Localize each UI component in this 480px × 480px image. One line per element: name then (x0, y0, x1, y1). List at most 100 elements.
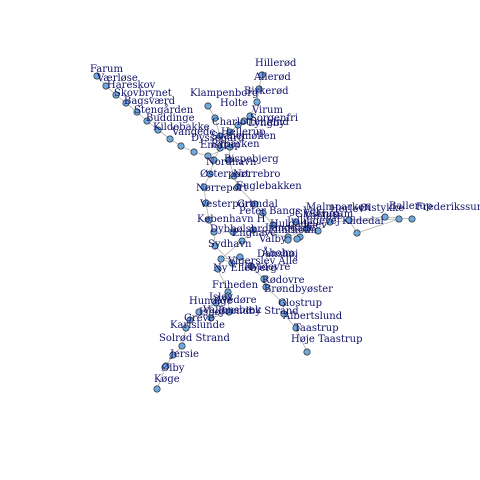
edge-hundige-greve (189, 302, 217, 321)
node-label-charlottenlund: Charlottenlund (212, 117, 290, 128)
node-kildebakke (166, 135, 174, 143)
node-charlottenlund (211, 114, 219, 122)
node-label-danshoej: Danshøj (257, 249, 298, 260)
node-label-friheden: Friheden (212, 280, 259, 291)
node-kildedal (345, 216, 353, 224)
node-label-vangede: Vangede (171, 127, 215, 138)
node-label-sorgenfri: Sorgenfri (250, 113, 298, 124)
node-oesterport (206, 170, 214, 178)
node-skovbrynet (122, 99, 130, 107)
node-valby (249, 226, 257, 234)
edge-herlev-ballerup (329, 218, 400, 223)
node-koege (153, 385, 161, 393)
node-label-hundige: Hundige (189, 296, 233, 307)
node-jyllingevej (293, 235, 301, 243)
node-label-dybboelsbro: Dybbølsbro (210, 224, 268, 235)
node-sorgenfri (234, 121, 242, 129)
node-ishoj (195, 308, 203, 316)
node-label-ballerup: Ballerup (389, 201, 432, 212)
node-jersie (169, 351, 177, 359)
node-label-groendal: Grøndal (237, 199, 278, 210)
node-enghave (229, 228, 237, 236)
node-label-virum: Virum (251, 105, 283, 116)
node-label-oelstykke: Ølstykke (360, 203, 404, 214)
node-label-herlev: Herlev (330, 204, 365, 215)
node-label-flintholm: Flintholm (268, 225, 317, 236)
node-label-nordhavn: Nordhavn (206, 157, 257, 168)
node-albertslund (280, 310, 288, 318)
node-hoeje-taastrup (303, 348, 311, 356)
node-label-ishoj: Ishøj (199, 307, 224, 318)
graph-labels: FarumVærløseHareskovSkovbrynetBagsværdSt… (90, 58, 480, 385)
edge-kildedal-oelstykke (348, 216, 386, 221)
edge-fuglebakken-groendal (237, 186, 256, 205)
node-vaerloese (102, 82, 110, 90)
node-label-karlslunde: Karlslunde (170, 320, 225, 331)
node-label-fuglebakken: Fuglebakken (236, 181, 302, 192)
node-farum (93, 72, 101, 80)
node-fuglebakken (234, 183, 242, 191)
node-oelby (162, 362, 170, 370)
node-svanemoellen (216, 144, 224, 152)
node-label-greve: Greve (184, 313, 214, 324)
node-solroed (178, 342, 186, 350)
node-label-oelby: Ølby (161, 363, 185, 374)
edge-taastrup-hoeje_taastrup (295, 327, 308, 353)
node-label-glostrup: Glostrup (278, 298, 322, 309)
node-label-brondby-strand: Brøndby Strand (218, 306, 299, 317)
node-frederikssund (408, 215, 416, 223)
node-malmparken (353, 229, 361, 237)
node-ny-ellebjerg (217, 255, 225, 263)
node-label-birkeroed: Birkerød (244, 86, 289, 97)
node-label-kildebakke: Kildebakke (153, 122, 210, 133)
node-sydhavn (211, 242, 219, 250)
node-alleroed (255, 85, 263, 93)
node-label-hellerup: Hellerup (221, 127, 266, 138)
node-broendbyoester (262, 283, 270, 291)
node-label-skovbrynet: Skovbrynet (114, 88, 172, 99)
edge-emdrup-ryparken (207, 146, 231, 157)
node-hilleroed (258, 71, 266, 79)
node-label-buddinge: Buddinge (146, 113, 195, 124)
node-bispebjerg (225, 156, 233, 164)
edge-ballerup-malmparken (356, 218, 400, 234)
node-label-enghave: Enghave (232, 228, 276, 239)
node-klampenborg (204, 102, 212, 110)
node-label-hvidovre: Hvidovre (244, 262, 290, 273)
node-label-stengaarden: Stengården (134, 104, 194, 116)
node-label-jersie: Jersie (169, 349, 199, 360)
node-label-farum: Farum (90, 64, 123, 75)
node-label-aavedoere: Avedøre (214, 295, 257, 306)
node-herlev (326, 218, 334, 226)
node-label-broendbyoester: Brøndbyøster (264, 284, 333, 295)
node-label-vesterport: Vesterport (199, 199, 253, 210)
node-label-holte: Holte (220, 98, 248, 109)
node-label-islev2: Islev (209, 292, 233, 303)
node-hvidovre (247, 262, 255, 270)
node-label-svanemoellen: Svanemøllen (211, 131, 277, 142)
node-noerreport (200, 183, 208, 191)
node-brondby-strand (225, 308, 233, 316)
node-label-klampenborg: Klampenborg (190, 88, 259, 99)
node-glostrup-frederikssund (292, 218, 300, 226)
node-oelstykke (381, 213, 389, 221)
node-label-jyllingevej: Jyllingevej (286, 216, 340, 227)
node-groendal (251, 200, 259, 208)
node-rodovre (260, 275, 268, 283)
edge-broendbyoester-glostrup (265, 286, 284, 304)
node-label-rodovre: Rødovre (262, 275, 305, 286)
node-label-alleroed: Allerød (253, 72, 291, 83)
node-nordhavn (210, 156, 218, 164)
node-label-vallensbaek: Vallensbæk (202, 305, 262, 316)
node-greve (186, 316, 194, 324)
node-label-bispebjerg: Bispebjerg (224, 154, 279, 165)
node-danshoej (238, 237, 246, 245)
graph-nodes (93, 71, 416, 393)
node-label-valby: Valby (258, 234, 287, 245)
node-ryparken (226, 143, 234, 151)
node-vangede (177, 142, 185, 150)
node-hellerup (216, 132, 224, 140)
node-label-malmparken: Malmparken (306, 202, 371, 213)
node-label-koege: Køge (154, 374, 180, 385)
